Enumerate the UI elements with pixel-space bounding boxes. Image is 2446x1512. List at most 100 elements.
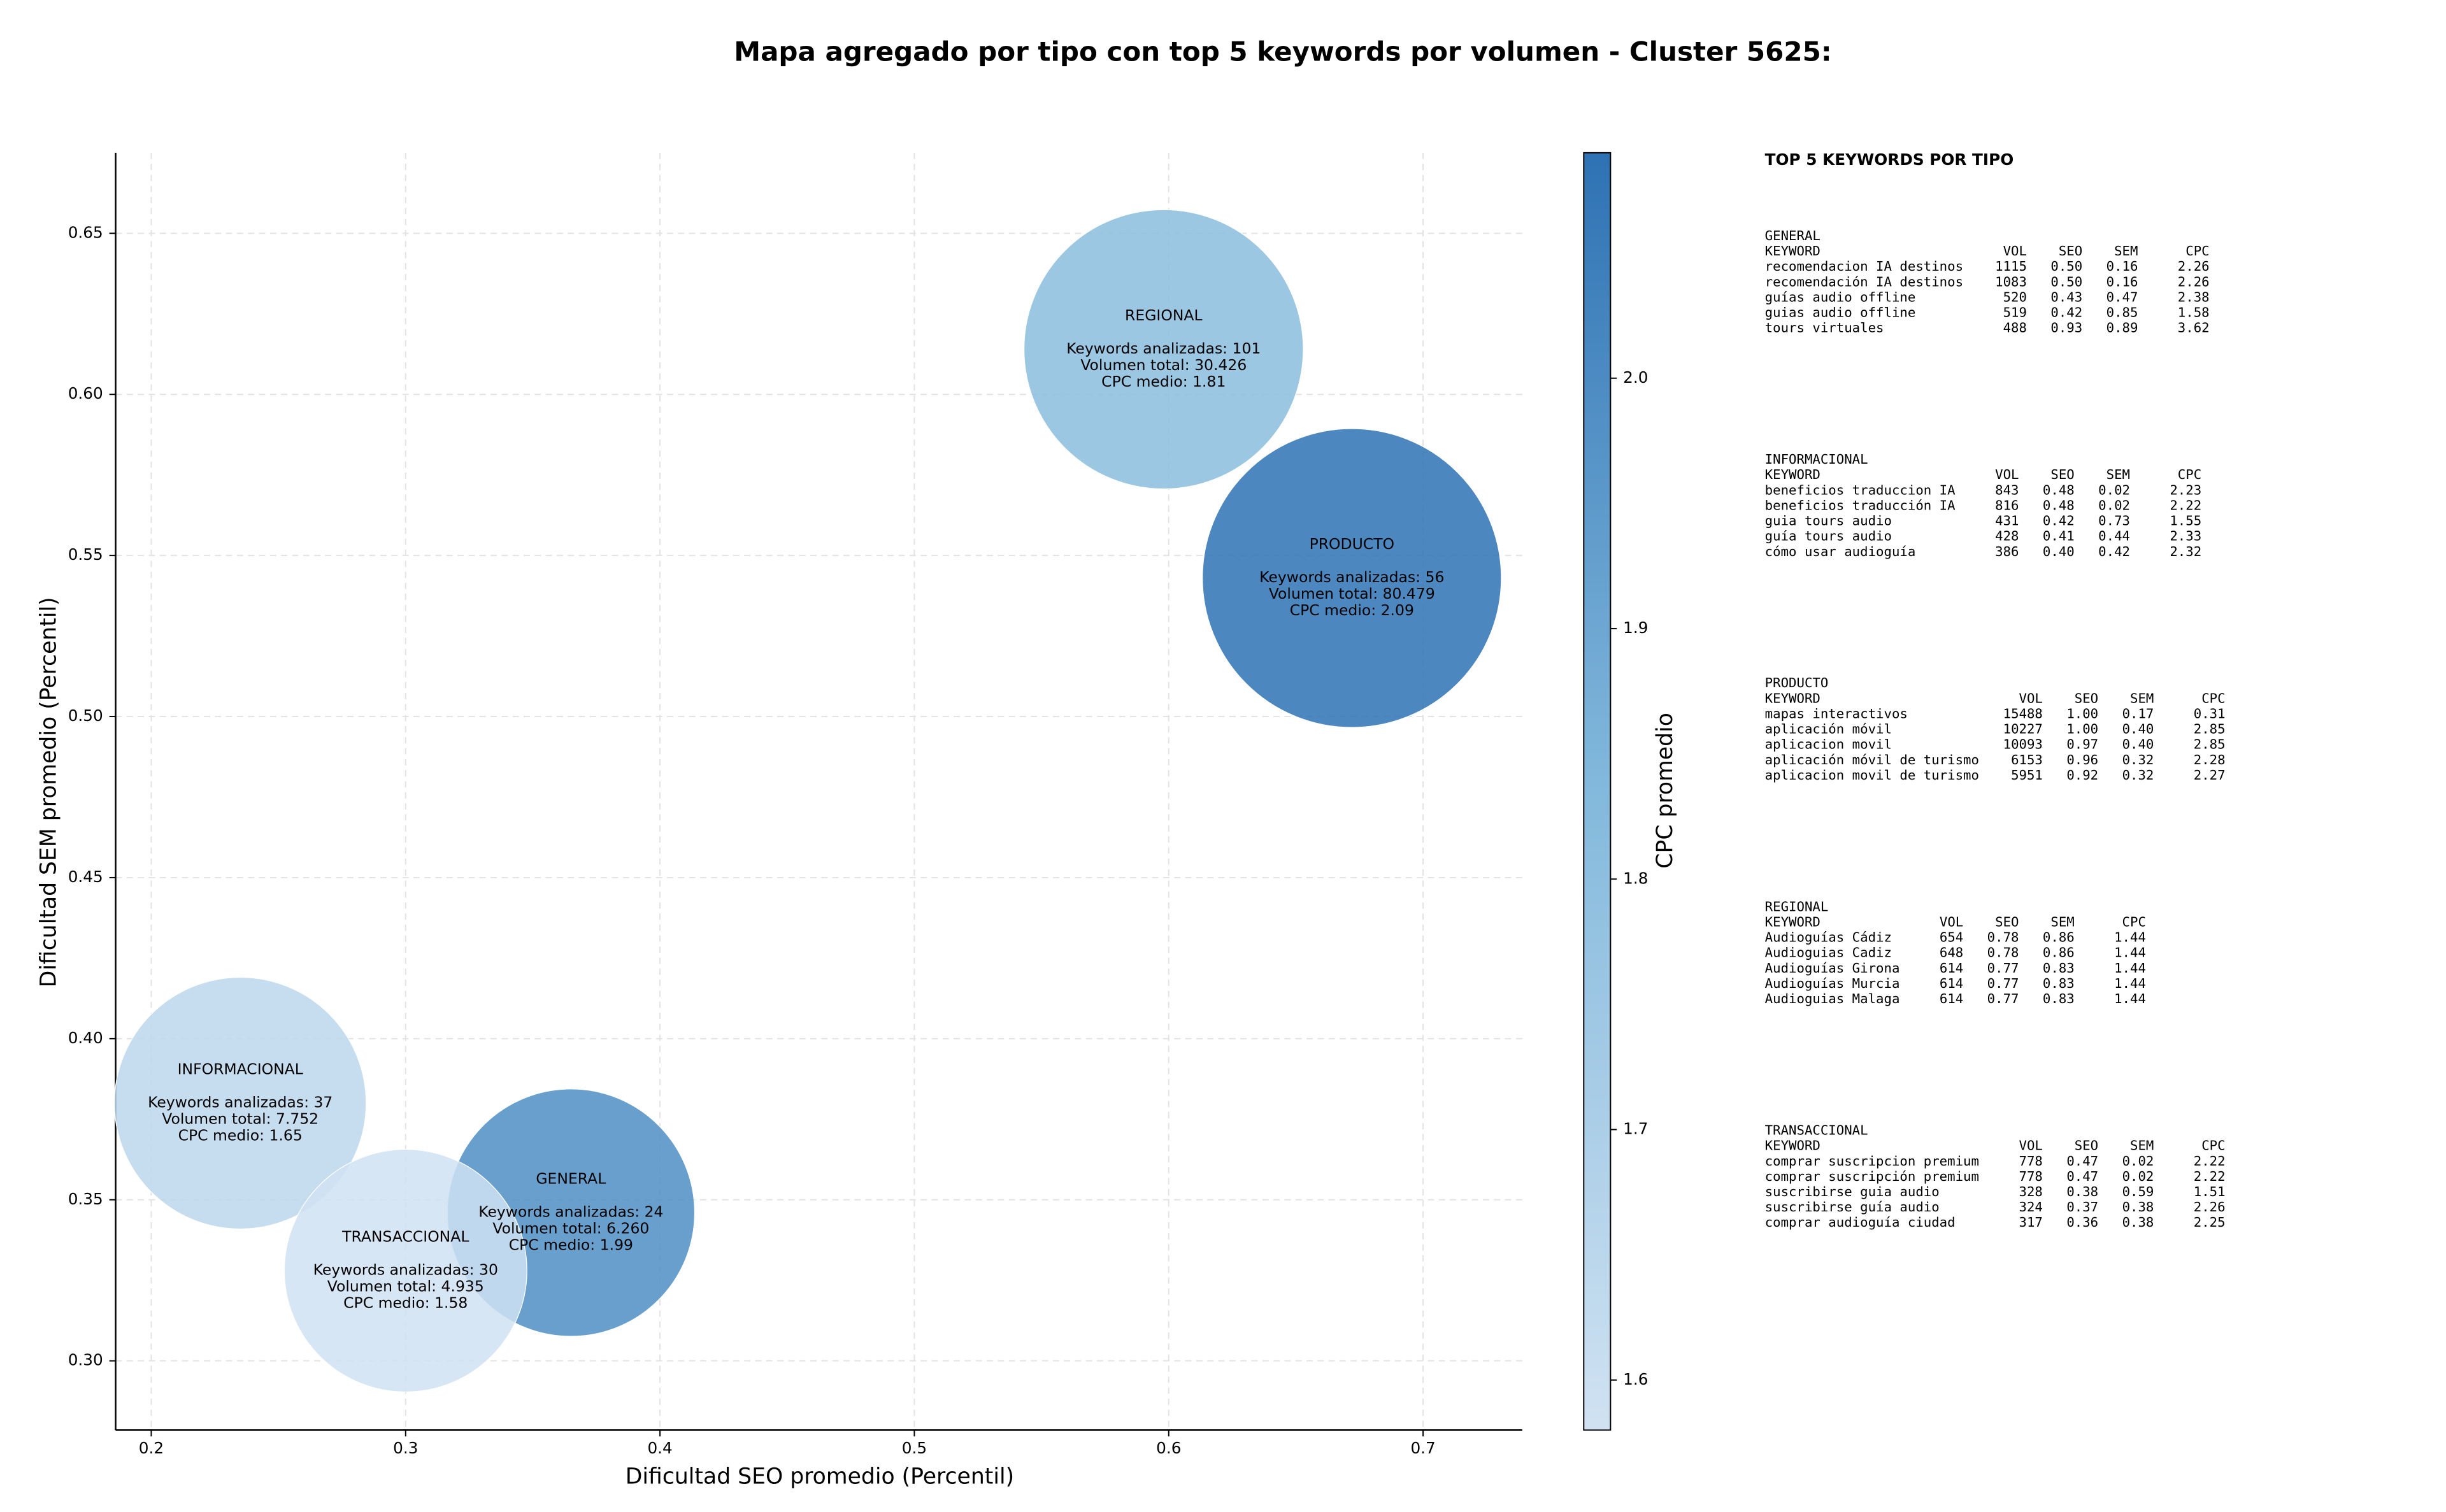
value-cell: 0.47 [2066, 1169, 2098, 1184]
column-header: SEO [1995, 915, 2019, 930]
value-cell: 614 [1940, 991, 1963, 1006]
value-cell: 0.16 [2106, 274, 2138, 289]
value-cell: 431 [1995, 513, 2019, 529]
value-cell: 1115 [1995, 259, 2027, 274]
keyword-cell: Audioguías Girona [1765, 960, 1900, 976]
value-cell: 0.44 [2098, 529, 2130, 544]
colorbar-tick-label: 1.8 [1623, 869, 1648, 887]
bubble [283, 1148, 527, 1393]
value-cell: 488 [2003, 320, 2027, 336]
keyword-cell: guía tours audio [1765, 529, 1892, 544]
colorbar-label: CPC promedio [1652, 713, 1678, 869]
value-cell: 2.38 [2178, 289, 2210, 304]
bubble-volume-label: Volumen total: 4.935 [327, 1277, 484, 1295]
value-cell: 2.22 [2194, 1169, 2226, 1184]
y-tick-label: 0.65 [68, 223, 103, 241]
bubble-keywords-label: Keywords analizadas: 30 [313, 1261, 498, 1279]
group-name: INFORMACIONAL [1765, 452, 1868, 467]
colorbar-tick-label: 2.0 [1623, 368, 1648, 387]
value-cell: 519 [2003, 304, 2027, 320]
value-cell: 1.44 [2114, 991, 2146, 1006]
x-tick-label: 0.4 [647, 1439, 672, 1457]
value-cell: 2.33 [2170, 529, 2201, 544]
keyword-cell: suscribirse guia audio [1765, 1184, 1940, 1199]
keyword-cell: cómo usar audioguía [1765, 544, 1916, 559]
y-axis-label: Dificultad SEM promedio (Percentil) [36, 597, 62, 987]
value-cell: 0.85 [2106, 304, 2138, 320]
value-cell: 0.83 [2043, 976, 2075, 991]
value-cell: 0.43 [2050, 289, 2082, 304]
keyword-cell: Audioguias Malaga [1765, 991, 1900, 1006]
value-cell: 0.78 [1987, 930, 2019, 945]
value-cell: 0.32 [2122, 767, 2154, 783]
keyword-cell: recomendacion IA destinos [1765, 259, 1963, 274]
keyword-cell: beneficios traducción IA [1765, 497, 1956, 513]
bubble [114, 976, 367, 1230]
keyword-cell: recomendación IA destinos [1765, 274, 1963, 289]
bubble-volume-label: Volumen total: 80.479 [1269, 585, 1435, 603]
value-cell: 0.02 [2122, 1169, 2154, 1184]
colorbar-tick-label: 1.6 [1623, 1370, 1648, 1388]
bubble-volume-label: Volumen total: 7.752 [162, 1109, 318, 1127]
y-tick-label: 0.55 [68, 545, 103, 564]
value-cell: 0.97 [2066, 737, 2098, 752]
value-cell: 328 [2019, 1184, 2043, 1199]
column-header: SEM [2050, 915, 2074, 930]
value-cell: 0.36 [2066, 1215, 2098, 1230]
value-cell: 0.16 [2106, 259, 2138, 274]
value-cell: 0.96 [2066, 752, 2098, 767]
column-header: VOL [1940, 915, 1963, 930]
keyword-cell: comprar suscripcion premium [1765, 1153, 1979, 1169]
value-cell: 1.00 [2066, 722, 2098, 737]
value-cell: 614 [1940, 960, 1963, 976]
column-header: CPC [2185, 243, 2209, 259]
value-cell: 0.86 [2043, 945, 2075, 960]
value-cell: 1.58 [2178, 304, 2210, 320]
value-cell: 1.00 [2066, 706, 2098, 721]
value-cell: 2.85 [2194, 737, 2226, 752]
value-cell: 0.42 [2050, 304, 2082, 320]
value-cell: 0.89 [2106, 320, 2138, 336]
value-cell: 0.32 [2122, 752, 2154, 767]
keyword-cell: comprar suscripción premium [1765, 1169, 1979, 1184]
bubble-cpc-label: CPC medio: 1.81 [1101, 373, 1226, 390]
bubble-cpc-label: CPC medio: 1.99 [509, 1236, 633, 1253]
value-cell: 0.77 [1987, 991, 2019, 1006]
value-cell: 816 [1995, 497, 2019, 513]
column-header: CPC [2122, 915, 2146, 930]
value-cell: 0.86 [2043, 930, 2075, 945]
column-header: KEYWORD [1765, 243, 1820, 259]
value-cell: 0.40 [2043, 544, 2075, 559]
group-name: PRODUCTO [1765, 675, 1829, 690]
column-header: VOL [2003, 243, 2027, 259]
column-header: CPC [2201, 1138, 2225, 1153]
value-cell: 386 [1995, 544, 2019, 559]
value-cell: 2.26 [2178, 259, 2210, 274]
keyword-cell: Audioguías Cádiz [1765, 930, 1892, 945]
keyword-cell: guías audio offline [1765, 289, 1916, 304]
column-header: KEYWORD [1765, 915, 1820, 930]
bubble-cpc-label: CPC medio: 2.09 [1290, 601, 1414, 619]
value-cell: 1083 [1995, 274, 2027, 289]
value-cell: 428 [1995, 529, 2019, 544]
column-header: KEYWORD [1765, 1138, 1820, 1153]
x-axis-label: Dificultad SEO promedio (Percentil) [626, 1464, 1014, 1490]
keyword-cell: aplicacion movil [1765, 737, 1892, 752]
value-cell: 0.42 [2043, 513, 2075, 529]
keyword-cell: tours virtuales [1765, 320, 1884, 336]
panel-title: TOP 5 KEYWORDS POR TIPO [1765, 150, 2014, 169]
column-header: SEO [2059, 243, 2082, 259]
bubble-name: INFORMACIONAL [178, 1060, 303, 1078]
keyword-cell: beneficios traduccion IA [1765, 482, 1956, 497]
value-cell: 2.22 [2170, 497, 2201, 513]
value-cell: 0.93 [2050, 320, 2082, 336]
keyword-cell: comprar audioguía ciudad [1765, 1215, 1956, 1230]
x-tick-label: 0.5 [902, 1439, 927, 1457]
keyword-cell: guia tours audio [1765, 513, 1892, 529]
value-cell: 520 [2003, 289, 2027, 304]
bubble-cpc-label: CPC medio: 1.58 [343, 1294, 468, 1311]
bubble-volume-label: Volumen total: 30.426 [1080, 356, 1247, 374]
column-header: SEM [2114, 243, 2138, 259]
value-cell: 0.37 [2066, 1199, 2098, 1215]
value-cell: 654 [1940, 930, 1963, 945]
